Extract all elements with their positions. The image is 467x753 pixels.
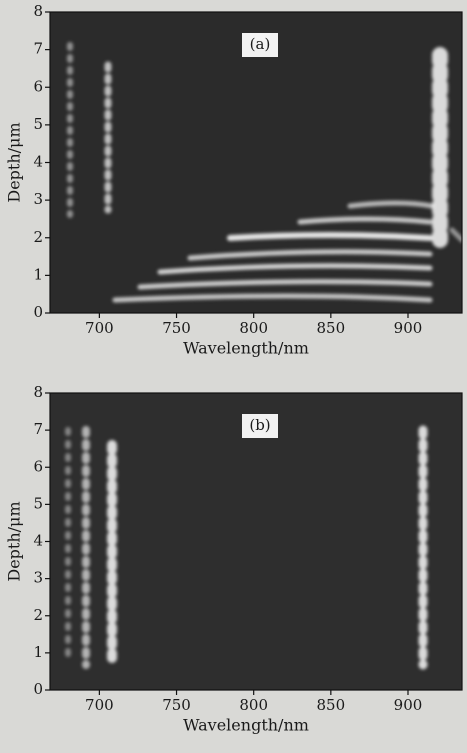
y-axis-label: Depth/μm bbox=[5, 501, 24, 581]
annotation: (b) bbox=[249, 416, 270, 434]
image-background bbox=[50, 393, 462, 690]
x-tick-label: 750 bbox=[162, 696, 191, 714]
intensity-pattern bbox=[67, 42, 465, 303]
x-tick-label: 700 bbox=[85, 696, 114, 714]
y-tick-label: 8 bbox=[33, 383, 43, 401]
y-tick-label: 8 bbox=[33, 2, 43, 20]
x-tick-label: 900 bbox=[394, 319, 423, 337]
y-tick-label: 2 bbox=[33, 606, 43, 624]
image-background bbox=[50, 12, 462, 313]
x-tick-label: 750 bbox=[162, 319, 191, 337]
y-tick-label: 7 bbox=[33, 420, 43, 438]
x-tick-label: 900 bbox=[394, 696, 423, 714]
x-axis-label: Wavelength/nm bbox=[183, 339, 309, 358]
x-tick-label: 800 bbox=[239, 696, 268, 714]
y-tick-label: 0 bbox=[33, 680, 43, 698]
x-tick-label: 850 bbox=[317, 696, 346, 714]
y-tick-label: 2 bbox=[33, 228, 43, 246]
intensity-pattern bbox=[65, 425, 428, 670]
y-tick-label: 6 bbox=[33, 457, 43, 475]
y-tick-label: 3 bbox=[33, 190, 43, 208]
y-tick-label: 4 bbox=[33, 532, 43, 550]
annotation: (a) bbox=[250, 35, 271, 53]
y-tick-label: 7 bbox=[33, 40, 43, 58]
x-tick-label: 800 bbox=[239, 319, 268, 337]
annotation-box bbox=[242, 33, 278, 57]
y-tick-label: 0 bbox=[33, 303, 43, 321]
y-axis-label: Depth/μm bbox=[5, 122, 24, 202]
x-tick-label: 850 bbox=[317, 319, 346, 337]
y-tick-label: 1 bbox=[33, 643, 43, 661]
annotation-box bbox=[242, 414, 278, 438]
y-tick-label: 1 bbox=[33, 265, 43, 283]
x-axis-label: Wavelength/nm bbox=[183, 716, 309, 735]
y-tick-label: 5 bbox=[33, 494, 43, 512]
y-tick-label: 5 bbox=[33, 115, 43, 133]
y-tick-label: 4 bbox=[33, 153, 43, 171]
y-tick-label: 3 bbox=[33, 569, 43, 587]
y-tick-label: 6 bbox=[33, 77, 43, 95]
x-tick-label: 700 bbox=[85, 319, 114, 337]
